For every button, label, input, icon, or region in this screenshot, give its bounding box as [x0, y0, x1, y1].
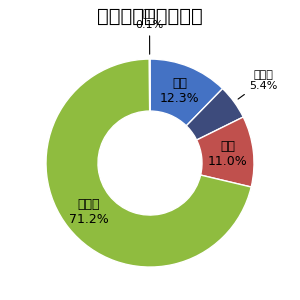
Text: ガス
0.1%: ガス 0.1%: [135, 9, 164, 54]
Text: 水道
12.3%: 水道 12.3%: [160, 77, 199, 105]
Text: その他
5.4%: その他 5.4%: [238, 70, 278, 99]
Wedge shape: [149, 59, 150, 111]
Text: 下水道
71.2%: 下水道 71.2%: [69, 198, 109, 226]
Wedge shape: [186, 88, 243, 140]
Wedge shape: [196, 117, 254, 187]
Wedge shape: [46, 59, 251, 267]
Title: 企業債発行額の状況: 企業債発行額の状況: [97, 7, 203, 26]
Text: 病院
11.0%: 病院 11.0%: [208, 140, 248, 168]
Wedge shape: [150, 59, 223, 126]
